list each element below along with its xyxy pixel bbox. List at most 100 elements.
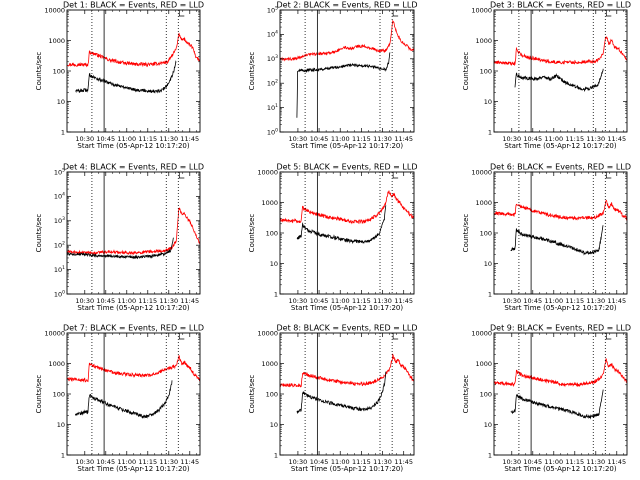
series-lld-line <box>67 207 200 256</box>
x-tick-label: 11:45 <box>394 458 413 466</box>
plot-area <box>494 199 627 256</box>
x-tick-label: 10:45 <box>310 458 329 466</box>
y-tick-label: 1000 <box>261 199 278 207</box>
y-tick-label: 1 <box>61 451 65 459</box>
x-tick-label: 10:45 <box>310 135 329 143</box>
x-tick-label: 10:45 <box>523 135 542 143</box>
y-tick-label: 10000 <box>257 168 278 176</box>
series-events-line <box>296 205 387 245</box>
x-tick-label: 11:30 <box>586 135 605 143</box>
plot-frame <box>279 171 415 295</box>
x-tick-label: 11:30 <box>373 458 392 466</box>
chart-title: Det 9: BLACK = Events, RED = LLD <box>490 324 631 333</box>
series-lld-line <box>280 190 414 225</box>
x-tick-label: 11:00 <box>544 458 563 466</box>
plot-frame <box>66 9 201 133</box>
x-tick-label: 11:45 <box>607 297 626 305</box>
y-tick-label: 104 <box>54 192 65 201</box>
x-tick-label: 10:30 <box>75 135 94 143</box>
y-tick-label: 10000 <box>471 6 492 14</box>
y-axis-label: Counts/sec <box>248 214 256 253</box>
flare-marker <box>605 172 612 179</box>
plot-area <box>494 358 627 420</box>
series-lld-line <box>494 36 627 67</box>
flare-marker <box>605 333 612 340</box>
y-tick-label: 10 <box>484 421 492 429</box>
series-lld-line <box>280 353 414 388</box>
x-tick-label: 10:30 <box>289 458 308 466</box>
y-tick-label: 102 <box>54 241 65 250</box>
flare-marker <box>178 333 185 340</box>
y-tick-label: 10000 <box>44 329 65 337</box>
x-tick-label: 10:30 <box>75 297 94 305</box>
series-lld-line <box>494 199 627 221</box>
y-axis-label: Counts/sec <box>35 214 43 253</box>
y-tick-label: 1000 <box>48 37 65 45</box>
x-tick-label: 10:45 <box>96 297 115 305</box>
x-axis-label: Start Time (05-Apr-12 10:17:20) <box>291 304 403 312</box>
chart-title: Det 6: BLACK = Events, RED = LLD <box>490 163 631 172</box>
y-tick-label: 10 <box>57 421 65 429</box>
y-tick-label: 103 <box>54 216 65 225</box>
chart-panel-2: Det 2: BLACK = Events, RED = LLD 100 101 10… <box>248 1 417 151</box>
x-tick-label: 11:30 <box>159 458 178 466</box>
y-tick-label: 1 <box>488 451 492 459</box>
x-axis-label: Start Time (05-Apr-12 10:17:20) <box>77 304 189 312</box>
x-tick-label: 11:00 <box>331 135 350 143</box>
y-tick-label: 100 <box>53 390 65 398</box>
series-events-line <box>510 389 604 420</box>
series-lld-line <box>67 355 200 383</box>
chart-panel-4: Det 4: BLACK = Events, RED = LLD 100 101 10… <box>35 163 204 313</box>
x-tick-label: 11:00 <box>544 135 563 143</box>
y-tick-label: 1 <box>488 128 492 136</box>
chart-panel-5: Det 5: BLACK = Events, RED = LLD 1 10 100 10… <box>248 163 417 313</box>
plot-area <box>494 36 627 92</box>
series-events-line <box>510 225 604 256</box>
x-tick-label: 10:45 <box>96 458 115 466</box>
x-axis-label: Start Time (05-Apr-12 10:17:20) <box>504 304 616 312</box>
x-tick-label: 11:45 <box>394 135 413 143</box>
y-tick-label: 1 <box>61 128 65 136</box>
x-tick-label: 11:00 <box>117 297 136 305</box>
plot-frame <box>493 9 628 133</box>
y-tick-label: 102 <box>267 79 278 88</box>
y-tick-label: 100 <box>54 289 65 298</box>
x-tick-label: 11:45 <box>607 458 626 466</box>
y-tick-label: 100 <box>480 229 492 237</box>
x-tick-label: 10:45 <box>523 458 542 466</box>
x-tick-label: 11:45 <box>180 458 199 466</box>
x-tick-label: 10:45 <box>96 135 115 143</box>
y-axis-label: Counts/sec <box>248 52 256 91</box>
y-tick-label: 100 <box>267 127 278 136</box>
y-tick-label: 1 <box>488 290 492 298</box>
x-tick-label: 10:30 <box>502 458 521 466</box>
y-tick-label: 10000 <box>471 168 492 176</box>
y-tick-label: 10 <box>270 260 278 268</box>
flare-marker <box>178 10 185 17</box>
x-tick-label: 11:30 <box>159 297 178 305</box>
y-tick-label: 10000 <box>471 329 492 337</box>
plot-area <box>280 190 414 245</box>
x-tick-label: 10:45 <box>310 297 329 305</box>
y-tick-label: 1000 <box>475 37 492 45</box>
series-lld-line <box>280 19 414 62</box>
x-tick-label: 11:00 <box>544 297 563 305</box>
chart-title: Det 7: BLACK = Events, RED = LLD <box>63 324 204 333</box>
y-tick-label: 100 <box>480 67 492 75</box>
plot-area <box>67 32 200 94</box>
y-tick-label: 100 <box>266 229 278 237</box>
x-tick-label: 11:00 <box>117 458 136 466</box>
series-lld-line <box>494 358 627 388</box>
plot-frame <box>66 332 201 456</box>
series-events-line <box>514 68 604 92</box>
x-tick-label: 11:30 <box>586 297 605 305</box>
series-events-line <box>296 371 387 414</box>
y-tick-label: 1000 <box>48 360 65 368</box>
x-tick-label: 11:00 <box>117 135 136 143</box>
plot-area <box>67 355 200 419</box>
plot-frame <box>279 332 415 456</box>
x-axis-label: Start Time (05-Apr-12 10:17:20) <box>77 465 189 473</box>
x-tick-label: 11:30 <box>373 135 392 143</box>
y-axis-label: Counts/sec <box>35 375 43 414</box>
